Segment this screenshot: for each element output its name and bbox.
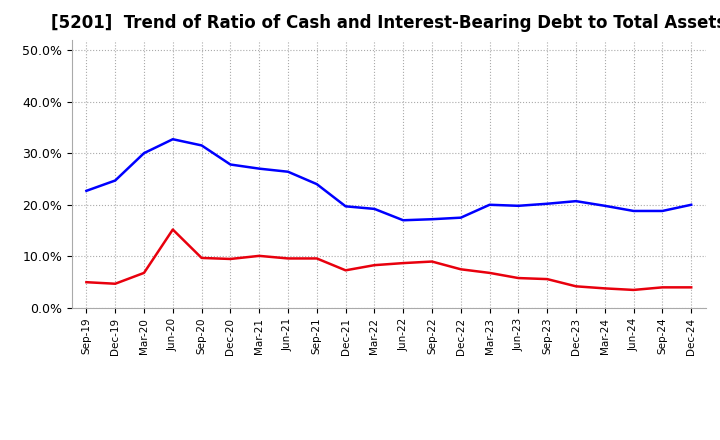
- Interest-Bearing Debt: [485, 202, 494, 207]
- Interest-Bearing Debt: [168, 136, 177, 142]
- Cash: [140, 270, 148, 275]
- Interest-Bearing Debt: [312, 181, 321, 187]
- Cash: [341, 268, 350, 273]
- Cash: [284, 256, 292, 261]
- Cash: [572, 284, 580, 289]
- Cash: [600, 286, 609, 291]
- Cash: [514, 275, 523, 281]
- Cash: [543, 276, 552, 282]
- Interest-Bearing Debt: [572, 198, 580, 204]
- Line: Interest-Bearing Debt: Interest-Bearing Debt: [86, 139, 691, 220]
- Cash: [629, 287, 638, 293]
- Interest-Bearing Debt: [370, 206, 379, 212]
- Interest-Bearing Debt: [226, 162, 235, 167]
- Cash: [255, 253, 264, 259]
- Cash: [197, 255, 206, 260]
- Interest-Bearing Debt: [197, 143, 206, 148]
- Interest-Bearing Debt: [428, 216, 436, 222]
- Cash: [456, 267, 465, 272]
- Cash: [485, 270, 494, 275]
- Cash: [428, 259, 436, 264]
- Interest-Bearing Debt: [687, 202, 696, 207]
- Interest-Bearing Debt: [111, 178, 120, 183]
- Cash: [399, 260, 408, 266]
- Interest-Bearing Debt: [658, 208, 667, 213]
- Interest-Bearing Debt: [284, 169, 292, 174]
- Cash: [687, 285, 696, 290]
- Interest-Bearing Debt: [600, 203, 609, 209]
- Line: Cash: Cash: [86, 230, 691, 290]
- Cash: [82, 279, 91, 285]
- Interest-Bearing Debt: [341, 204, 350, 209]
- Cash: [370, 263, 379, 268]
- Interest-Bearing Debt: [255, 166, 264, 171]
- Title: [5201]  Trend of Ratio of Cash and Interest-Bearing Debt to Total Assets: [5201] Trend of Ratio of Cash and Intere…: [51, 15, 720, 33]
- Interest-Bearing Debt: [140, 150, 148, 156]
- Cash: [658, 285, 667, 290]
- Interest-Bearing Debt: [456, 215, 465, 220]
- Cash: [168, 227, 177, 232]
- Interest-Bearing Debt: [629, 208, 638, 213]
- Interest-Bearing Debt: [399, 218, 408, 223]
- Interest-Bearing Debt: [543, 201, 552, 206]
- Interest-Bearing Debt: [514, 203, 523, 209]
- Interest-Bearing Debt: [82, 188, 91, 194]
- Cash: [312, 256, 321, 261]
- Cash: [226, 257, 235, 262]
- Cash: [111, 281, 120, 286]
